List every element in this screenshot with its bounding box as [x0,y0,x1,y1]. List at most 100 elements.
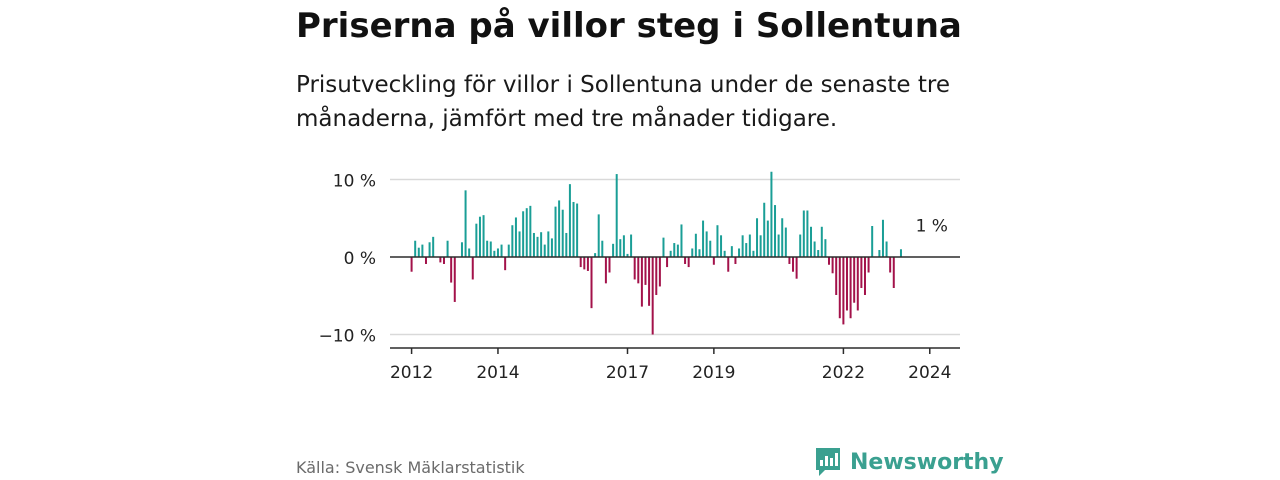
bar [633,257,636,280]
bar [453,257,456,302]
bar [684,257,687,264]
bar [622,235,625,257]
bar [745,243,748,257]
bar [662,237,665,258]
bar [532,232,535,257]
bar [828,257,830,265]
bar [540,232,543,257]
bar [486,240,489,257]
bar [881,219,884,257]
bar [867,257,870,273]
source-note: Källa: Svensk Mäklarstatistik [296,458,525,477]
bar [799,234,802,257]
bar [694,233,697,257]
bar [572,201,575,257]
bar [723,250,726,257]
bar [885,241,888,257]
bar [813,241,816,257]
bar [446,240,449,257]
bar [716,225,719,257]
bar [795,257,798,279]
bar [637,257,640,284]
bar [871,226,874,257]
bar [460,242,463,257]
bar [558,200,561,257]
bar [417,247,420,257]
chart-title: Priserna på villor steg i Sollentuna [296,6,962,46]
bar [842,257,845,325]
bar [748,234,751,257]
bar [752,250,755,257]
bar [464,190,467,257]
bar [734,257,737,264]
bar [421,244,424,257]
bar [518,231,521,257]
bar [788,257,791,264]
bar [792,257,795,272]
bar [856,257,859,311]
newsworthy-logo-icon [816,448,840,476]
chart-subtitle: Prisutveckling för villor i Sollentuna u… [296,72,951,132]
bar [478,216,481,257]
bar [489,241,492,257]
bar [482,215,485,257]
bar [777,234,780,257]
bar [468,248,471,257]
bar [428,242,431,257]
bar [802,210,805,257]
bar [687,257,690,268]
bar [756,218,759,257]
bar [781,218,784,257]
bar [676,244,679,257]
bar [619,239,622,257]
bar [766,220,769,257]
x-tick-label: 2022 [822,363,865,383]
bar [784,227,787,257]
bar [550,238,553,257]
bar [511,225,514,257]
bar [640,257,643,307]
bar [806,210,809,257]
bar [561,209,564,257]
bar [702,220,705,257]
bar [889,257,892,273]
bar [845,257,848,311]
bar [604,257,607,284]
bar-chart: 10 % 0 % −10 % 2012 2014 2017 2019 2022 2024 1 % [319,172,960,383]
bar [691,248,694,257]
bar [759,235,762,257]
bar [774,205,777,257]
bar [529,205,532,257]
bar [738,248,741,257]
bar [824,239,827,257]
bar [820,226,823,257]
bar [835,257,838,295]
bar [892,257,895,288]
bar [860,257,863,288]
bar [712,257,715,265]
bar [666,257,669,268]
bar [601,240,604,257]
bar [730,246,733,257]
bar [608,257,611,273]
bar [709,240,712,257]
bar [565,232,568,257]
bar [705,231,708,257]
x-tick-label: 2024 [908,363,951,383]
bar [698,249,701,257]
bar [496,248,499,257]
y-tick-label: 0 % [344,249,376,269]
bar [410,257,413,272]
y-tick-label: 10 % [333,172,376,192]
bar [514,217,517,257]
bar [741,235,744,257]
bar [612,243,615,257]
bar [727,257,730,272]
bar [863,257,866,295]
bar [594,253,597,258]
bar [878,250,881,258]
bar [817,250,820,258]
bar [630,234,633,257]
brand-logo: Newsworthy [814,446,1004,478]
y-tick-label: −10 % [319,327,376,347]
